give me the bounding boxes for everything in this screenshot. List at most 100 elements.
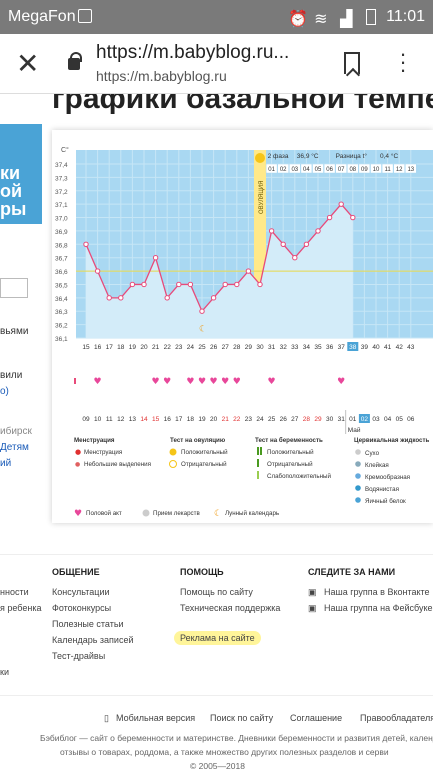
- phase-label: 2 фаза: [268, 153, 289, 160]
- temperature-point: [245, 268, 252, 274]
- ovulation-label: ОВУЛЯЦИЯ: [259, 181, 265, 214]
- footer-link[interactable]: нности: [0, 587, 29, 597]
- temperature-point: [118, 295, 124, 301]
- y-tick-label: 36,3: [55, 309, 68, 316]
- promo-banner[interactable]: ки ой ры: [0, 124, 42, 224]
- phase2-day: 05: [315, 167, 322, 173]
- mucus-icon: [355, 485, 361, 491]
- footer-bottom-link[interactable]: Мобильная версия: [116, 713, 196, 723]
- y-tick-label: 36,6: [55, 269, 68, 276]
- cycle-day-label: 34: [303, 344, 311, 351]
- footer-link[interactable]: Тест-драйвы: [52, 651, 106, 661]
- phase2-day-cell: [370, 163, 382, 174]
- date-label: 22: [233, 416, 241, 423]
- phase2-day: 10: [373, 167, 380, 173]
- phase2-day: 08: [349, 167, 356, 173]
- phase2-day-cell: [300, 163, 313, 174]
- current-date-marker: [358, 414, 370, 423]
- temperature-point: [152, 254, 159, 261]
- temperature-point: [164, 295, 170, 301]
- cycle-day-label: 28: [233, 344, 241, 351]
- cycle-day-label: 15: [82, 344, 90, 351]
- date-label: 03: [372, 416, 380, 423]
- facebook-icon: ▣: [308, 603, 317, 613]
- footer-link[interactable]: Техническая поддержка: [180, 603, 281, 613]
- phase2-day: 13: [407, 167, 414, 173]
- drop-icon: ●: [75, 448, 81, 456]
- ovulation-sun-icon: [255, 153, 265, 163]
- search-input[interactable]: [0, 278, 28, 298]
- temperature-point: [106, 295, 112, 301]
- cycle-day-label: 29: [245, 344, 253, 351]
- legend-item: Водянистая: [365, 486, 399, 493]
- intercourse-heart-icon: ♥: [94, 377, 102, 387]
- footer-link[interactable]: Фотоконкурсы: [52, 603, 112, 613]
- legend-item: Небольшие выделения: [84, 461, 151, 468]
- moon-icon: ☾: [199, 324, 207, 334]
- footer-link[interactable]: я ребенка: [0, 603, 42, 613]
- copyright: © 2005—2018: [190, 761, 245, 770]
- footer-link[interactable]: Помощь по сайту: [180, 587, 253, 597]
- temperature-point: [280, 241, 286, 248]
- date-label: 30: [326, 416, 334, 423]
- phase2-day-cell: [277, 163, 289, 174]
- alarm-icon: ⏰: [288, 11, 309, 28]
- legend-item: Положительный: [181, 449, 228, 456]
- date-label: 12: [117, 416, 125, 423]
- cycle-day-label: 43: [407, 344, 415, 351]
- footer-col-title: ПОМОЩЬ: [180, 567, 224, 577]
- date-label: 28: [303, 416, 311, 423]
- url-title[interactable]: https://m.babyblog.ru...: [96, 42, 290, 63]
- left-link[interactable]: Детям: [0, 442, 29, 453]
- left-link[interactable]: о): [0, 386, 9, 397]
- date-label: 27: [291, 416, 299, 423]
- date-label: 20: [210, 416, 218, 423]
- legend-item: Половой акт: [86, 510, 122, 517]
- more-menu-icon[interactable]: · · ·: [399, 41, 407, 82]
- legend-item: Положительный: [267, 449, 314, 456]
- footer-link[interactable]: Полезные статьи: [52, 619, 124, 629]
- footer-bottom-link[interactable]: Поиск по сайту: [210, 713, 274, 723]
- footer: ОБЩЕНИЕ Консультации Фотоконкурсы Полезн…: [0, 554, 433, 770]
- temperature-point: [83, 241, 89, 248]
- y-tick-label: 37,1: [55, 202, 68, 209]
- bookmark-icon[interactable]: [344, 52, 360, 74]
- footer-link[interactable]: Календарь записей: [52, 635, 134, 645]
- date-label: 31: [338, 416, 346, 423]
- phase2-day-cell: [405, 163, 417, 174]
- legend-item: Отрицательный: [181, 461, 227, 468]
- footer-link[interactable]: Наша группа на Фейсбуке: [324, 603, 433, 613]
- temperature-point: [350, 214, 356, 221]
- phase2-day: 12: [396, 167, 403, 173]
- cycle-day-label: 40: [372, 344, 380, 351]
- month-label: Май: [348, 426, 361, 434]
- left-text: вили: [0, 370, 23, 381]
- cycle-day-label: 24: [187, 344, 195, 351]
- date-label: 17: [175, 416, 183, 423]
- cycle-day-label: 17: [106, 344, 114, 351]
- footer-link[interactable]: ки: [0, 667, 9, 677]
- legend-title: Менструация: [74, 437, 115, 444]
- legend-item: Кремообразная: [365, 474, 410, 481]
- y-tick-label: 36,8: [55, 242, 68, 249]
- intercourse-heart-icon: ♥: [233, 377, 241, 387]
- legend-title: Цервикальная жидкость: [354, 437, 430, 444]
- footer-link[interactable]: Консультации: [52, 587, 110, 597]
- footer-link[interactable]: Наша группа в Вконтакте: [324, 587, 430, 597]
- cycle-day-label: 31: [268, 344, 276, 351]
- footer-bottom-link[interactable]: Соглашение: [290, 713, 343, 723]
- y-tick-label: 36,7: [55, 256, 68, 263]
- footer-bottom-link[interactable]: Правообладателям: [360, 713, 433, 723]
- close-icon[interactable]: ✕: [16, 48, 40, 79]
- left-link[interactable]: ий: [0, 458, 12, 469]
- cycle-day-label: 39: [361, 344, 369, 351]
- chart-svg: 37,4 37,3 37,2 37,1 37,0 36,9 36,8 36,7 36,6 36,5…: [55, 146, 433, 519]
- y-tick-label: 36,4: [55, 296, 68, 303]
- intercourse-heart-icon: ♥: [198, 377, 206, 387]
- legend-item: Лунный календарь: [225, 510, 279, 517]
- phase2-day-cell: [323, 163, 336, 174]
- url-host[interactable]: https://m.babyblog.ru: [96, 68, 227, 84]
- footer-link-ads[interactable]: Реклама на сайте: [174, 631, 261, 645]
- pill-icon: [142, 509, 150, 517]
- temperature-point: [94, 268, 101, 274]
